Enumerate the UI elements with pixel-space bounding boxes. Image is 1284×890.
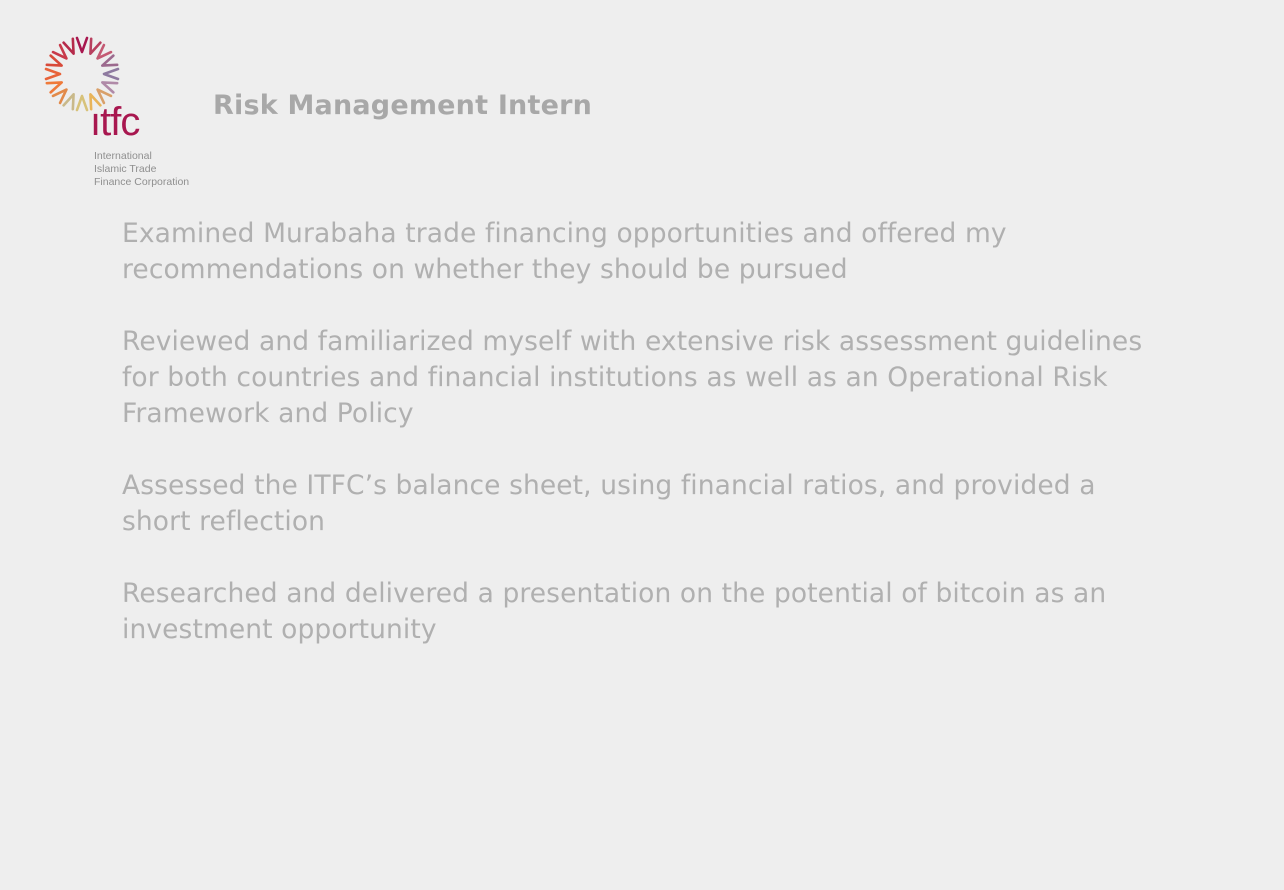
logo-line: Islamic Trade: [94, 163, 157, 175]
sunburst-logo-icon: [44, 36, 120, 112]
logo-wordmark: ıtfc: [90, 100, 140, 144]
list-item: Assessed the ITFC’s balance sheet, using…: [122, 470, 1096, 537]
logo-line: Finance Corporation: [94, 176, 190, 188]
itfc-logo: ıtfc International Islamic Trade Finance…: [40, 32, 200, 192]
list-item: Reviewed and familiarized myself with ex…: [122, 326, 1143, 429]
page-title: Risk Management Intern: [213, 90, 593, 121]
logo-line: International: [94, 150, 152, 162]
list-item: Examined Murabaha trade financing opport…: [122, 218, 1007, 285]
responsibilities-list: Examined Murabaha trade financing opport…: [122, 216, 1172, 684]
logo-organization-name: International Islamic Trade Finance Corp…: [94, 150, 189, 189]
list-item: Researched and delivered a presentation …: [122, 578, 1107, 645]
